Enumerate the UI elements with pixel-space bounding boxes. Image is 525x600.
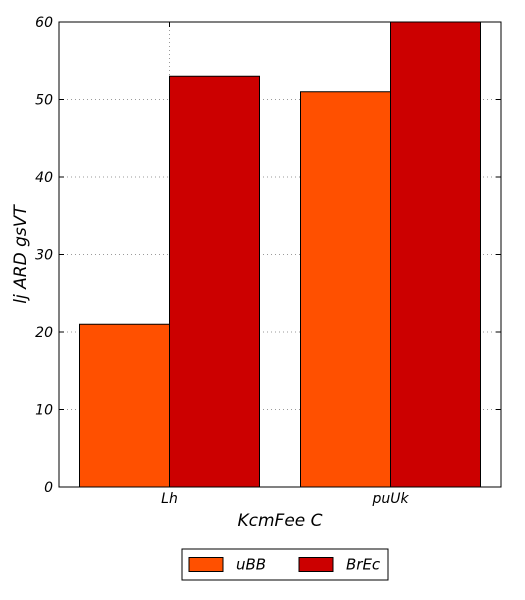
legend: uBB BrEc (181, 548, 389, 581)
y-tick-label: 0 (44, 480, 53, 496)
x-axis-label: KcmFee C (237, 511, 322, 531)
bar-brec-lh (169, 75, 260, 488)
x-tick-label: puUk (371, 491, 409, 507)
y-tick-label: 20 (35, 325, 53, 341)
y-tick-label: 50 (35, 93, 53, 109)
legend-swatch-brec (298, 557, 334, 572)
x-tick-label: Lh (161, 491, 178, 507)
legend-label-brec: BrEc (346, 556, 381, 574)
axis-ticks: 0 10 20 30 40 50 60 Lh puUk (35, 15, 501, 507)
y-tick-label: 60 (35, 15, 53, 31)
bar-ubb-puuk (300, 91, 391, 488)
legend-swatch-ubb (188, 557, 224, 572)
legend-label-ubb: uBB (236, 556, 266, 574)
y-tick-label: 40 (35, 170, 53, 186)
bar-brec-puuk (390, 21, 481, 488)
bar-ubb-lh (79, 323, 170, 488)
y-tick-label: 10 (35, 403, 53, 419)
y-axis-label: lj ARD gsVT (11, 204, 31, 304)
bars (79, 21, 481, 488)
y-tick-label: 30 (35, 248, 53, 264)
